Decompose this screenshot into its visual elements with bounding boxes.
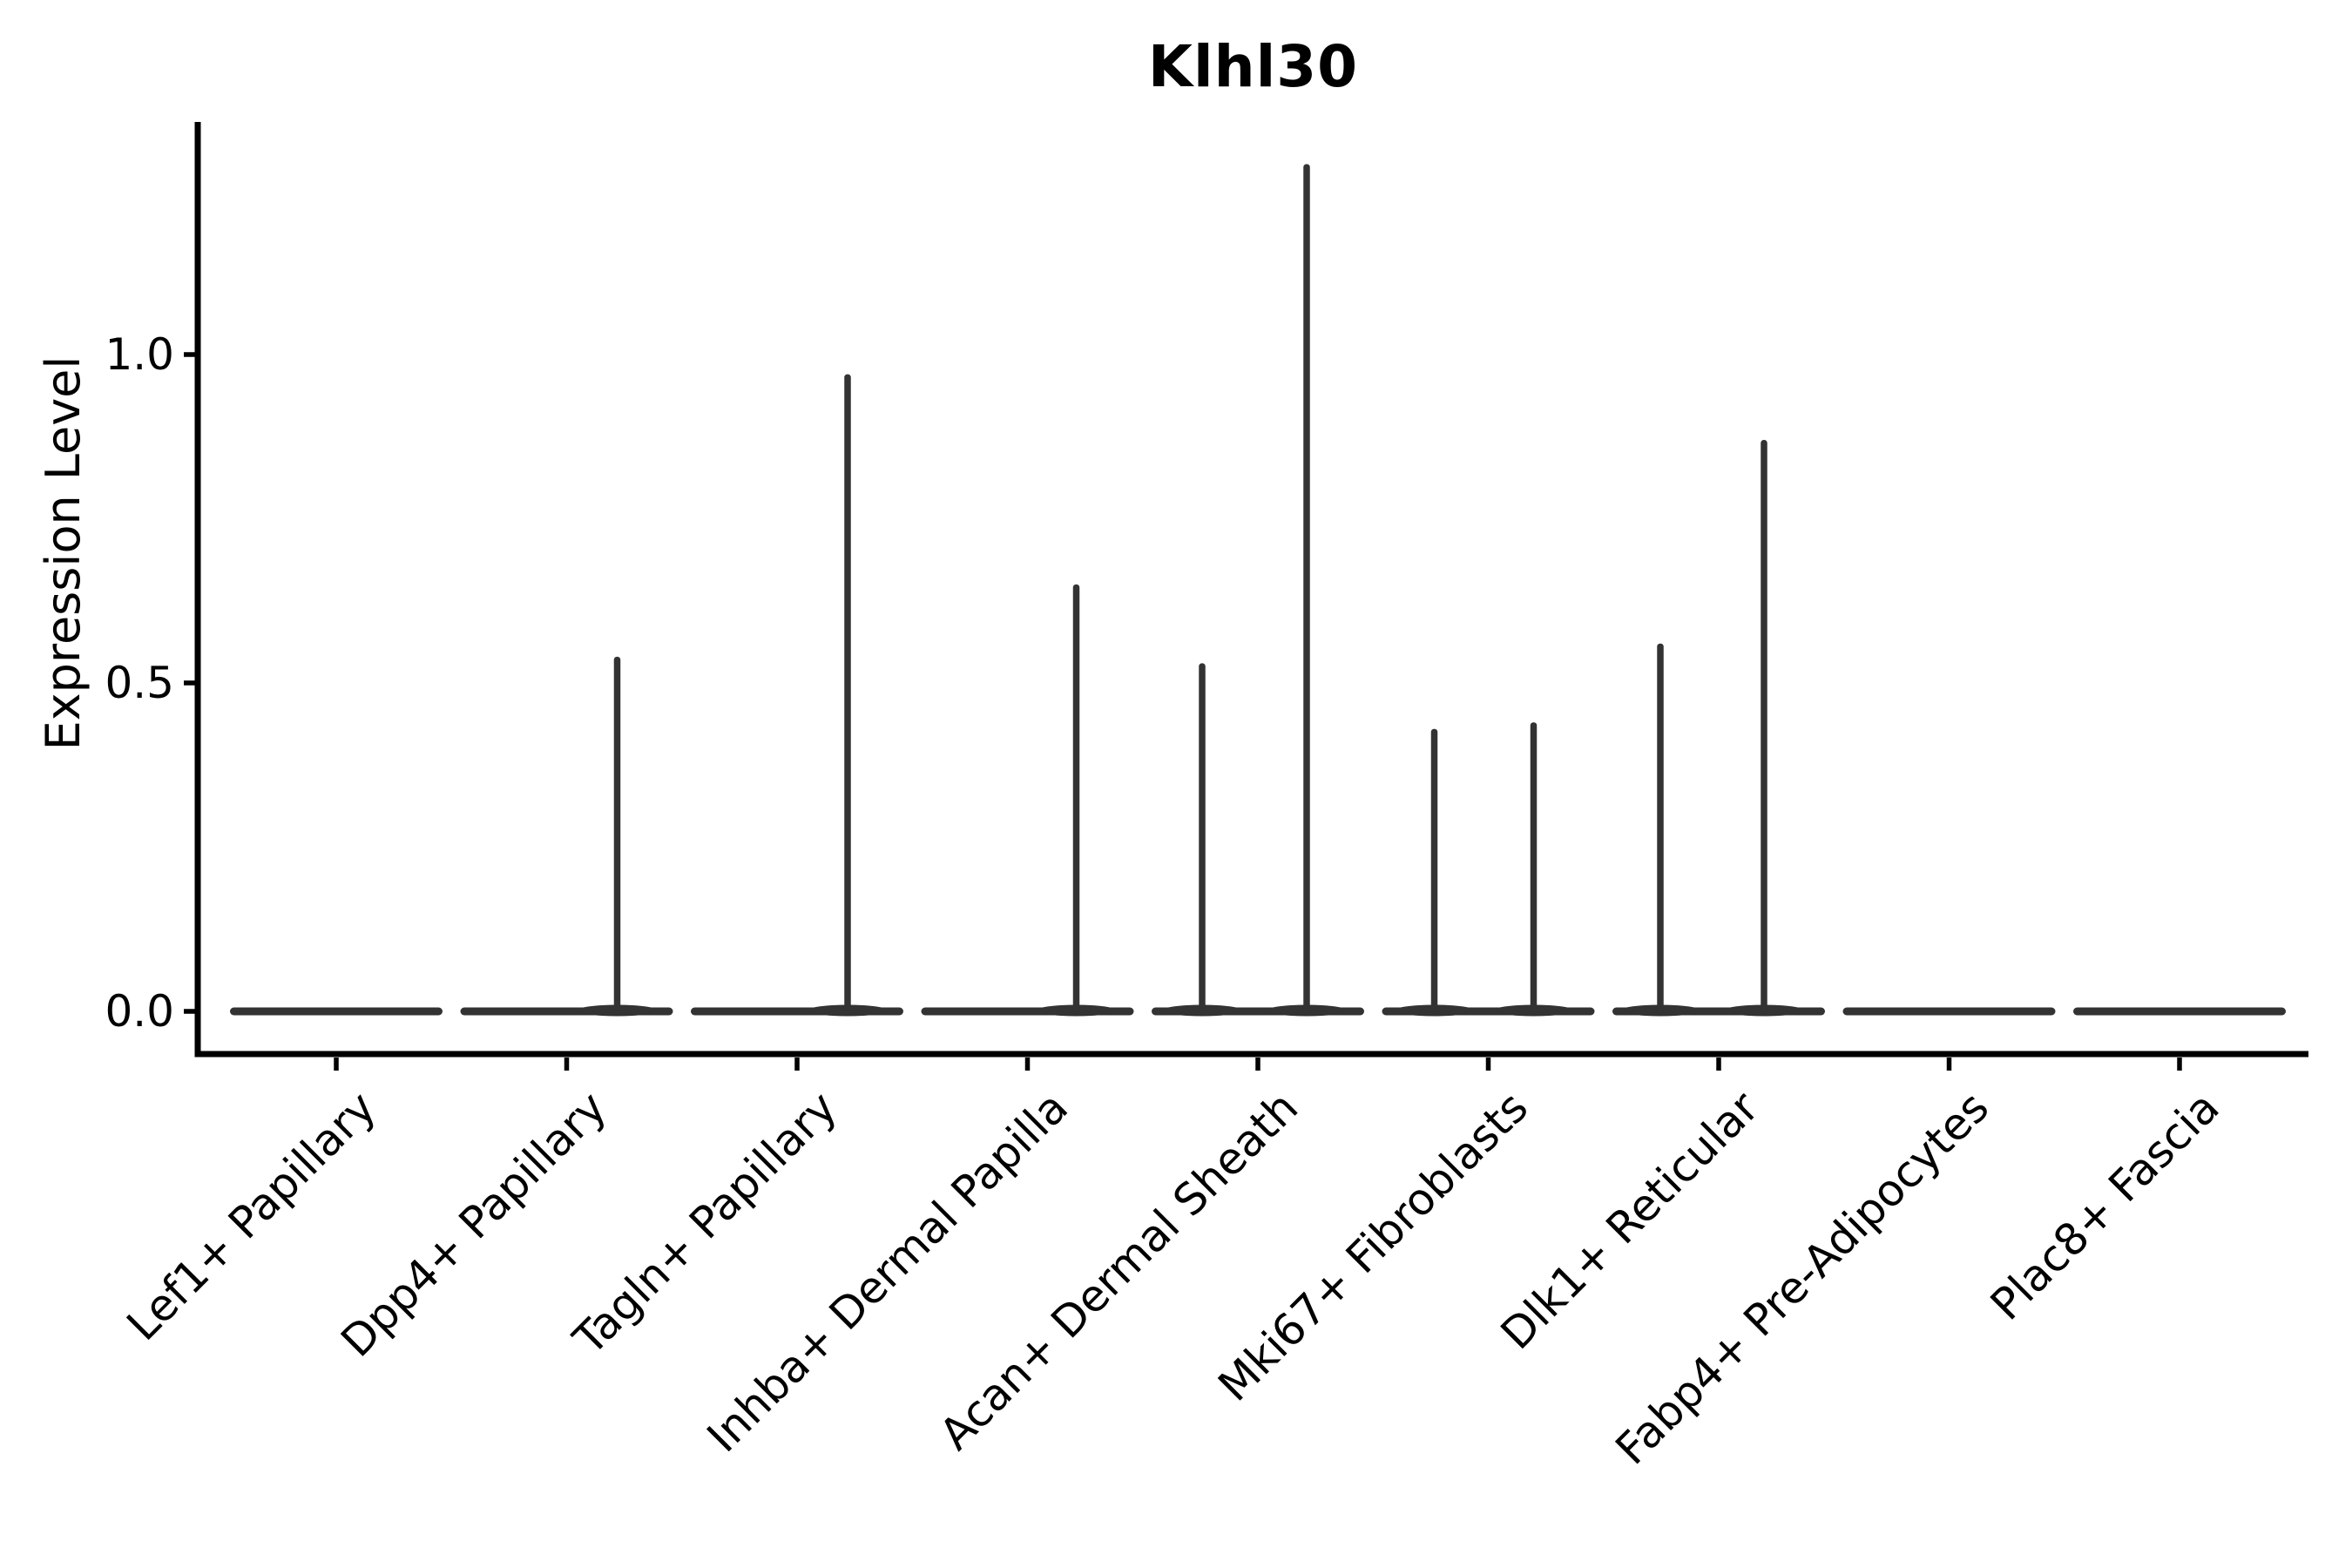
violin-body [1842, 1007, 2056, 1016]
violin-spike [1430, 728, 1438, 1015]
violin-spike [1657, 643, 1664, 1015]
x-tick-mark [1024, 1058, 1031, 1071]
x-tick-mark [1716, 1058, 1721, 1071]
violin-spike [844, 374, 851, 1015]
violin-body [230, 1007, 443, 1016]
y-tick-mark [184, 1009, 198, 1014]
violin-spike [613, 656, 621, 1015]
x-tick-mark [794, 1058, 800, 1071]
y-tick-label: 0.5 [105, 658, 174, 708]
violin-spike [1199, 663, 1206, 1015]
violin-spike [1072, 584, 1080, 1015]
x-tick-mark [2177, 1058, 2182, 1071]
y-tick-label: 0.0 [105, 986, 174, 1037]
chart-title: Klhl30 [1147, 33, 1359, 100]
x-tick-mark [1485, 1058, 1491, 1071]
violin-spike [1761, 440, 1767, 1015]
x-tick-mark [1255, 1058, 1260, 1071]
y-tick-mark [184, 680, 198, 686]
x-tick-mark [564, 1058, 570, 1071]
y-tick-mark [184, 352, 198, 357]
x-tick-mark [1946, 1058, 1952, 1071]
violin-spike [1303, 164, 1310, 1016]
x-axis-spine [194, 1051, 2308, 1058]
y-axis-spine [194, 122, 201, 1058]
violin-spike [1530, 722, 1538, 1015]
x-tick-mark [334, 1058, 339, 1071]
y-tick-label: 1.0 [105, 329, 174, 380]
violin-body [2073, 1007, 2286, 1016]
